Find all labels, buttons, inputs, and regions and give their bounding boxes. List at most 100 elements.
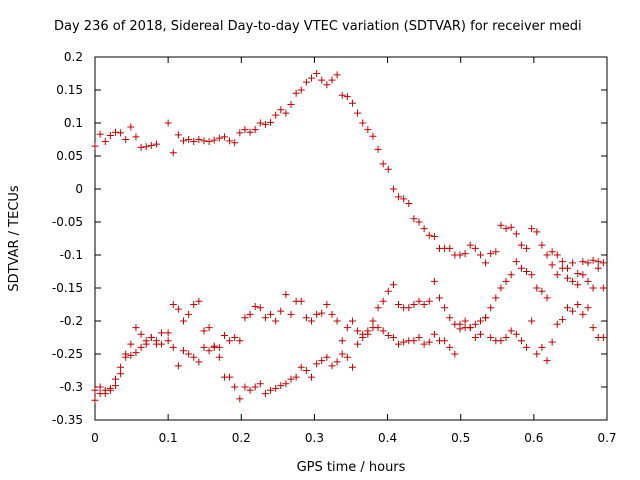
data-point: [328, 310, 336, 318]
series-series-3: [91, 301, 607, 404]
data-point: [91, 142, 99, 150]
data-point: [589, 256, 597, 264]
data-point: [523, 244, 531, 252]
data-point: [190, 301, 198, 308]
data-point: [348, 99, 356, 107]
data-point: [430, 277, 438, 285]
data-point: [456, 325, 464, 333]
data-point: [328, 76, 336, 84]
data-point: [584, 304, 592, 312]
data-point: [323, 301, 331, 308]
data-point: [599, 259, 607, 267]
data-point: [142, 337, 150, 345]
y-tick-label: 0.05: [56, 149, 83, 163]
data-point: [215, 353, 223, 361]
data-point: [446, 244, 454, 252]
data-point: [420, 225, 428, 233]
data-point: [451, 350, 459, 358]
data-point: [137, 143, 145, 151]
data-point: [425, 297, 433, 305]
data-point: [277, 382, 285, 390]
data-point: [430, 233, 438, 241]
data-point: [277, 106, 285, 114]
data-point: [528, 317, 536, 325]
x-tick-label: 0.5: [451, 431, 470, 445]
data-point: [180, 137, 188, 145]
data-point: [267, 310, 275, 318]
data-point: [137, 343, 145, 351]
data-point: [210, 342, 218, 350]
data-point: [384, 287, 392, 295]
data-point: [384, 165, 392, 173]
data-point: [308, 74, 316, 82]
data-point: [137, 330, 145, 338]
data-point: [471, 334, 479, 341]
data-point: [287, 310, 295, 318]
data-point: [272, 111, 280, 119]
data-point: [374, 324, 382, 332]
data-point: [220, 133, 228, 141]
data-point: [395, 193, 403, 201]
data-point: [354, 109, 362, 117]
data-point: [297, 363, 305, 371]
data-point: [476, 317, 484, 325]
data-point: [313, 70, 321, 77]
data-point: [338, 91, 346, 99]
data-point: [569, 277, 577, 285]
data-point: [523, 343, 531, 351]
data-point: [389, 334, 397, 341]
y-tick-label: -0.2: [60, 314, 83, 328]
data-point: [379, 327, 387, 335]
data-point: [533, 228, 541, 236]
data-point: [292, 89, 300, 97]
data-point: [589, 324, 597, 332]
data-point: [446, 314, 454, 322]
data-point: [584, 277, 592, 285]
data-point: [127, 351, 135, 359]
data-point: [241, 126, 249, 134]
data-point: [569, 307, 577, 315]
data-point: [497, 337, 505, 345]
data-point: [405, 304, 413, 312]
data-point: [180, 317, 188, 325]
data-point: [487, 250, 495, 258]
data-point: [333, 317, 341, 325]
data-point: [256, 304, 264, 312]
data-point: [226, 337, 234, 345]
data-point: [261, 120, 269, 128]
data-point: [523, 268, 531, 275]
plot-frame: [94, 56, 608, 421]
data-point: [517, 264, 525, 272]
data-point: [297, 86, 305, 94]
data-point: [164, 329, 172, 337]
data-point: [466, 324, 474, 332]
data-point: [348, 363, 356, 371]
data-point: [579, 310, 587, 318]
data-point: [256, 119, 264, 127]
data-point: [420, 340, 428, 348]
data-point: [512, 258, 520, 266]
data-point: [579, 258, 587, 266]
data-point: [96, 130, 104, 138]
data-point: [564, 274, 572, 282]
data-point: [338, 350, 346, 358]
data-point: [256, 380, 264, 388]
data-point: [200, 137, 208, 145]
x-tick-label: 0.6: [524, 431, 543, 445]
data-point: [487, 304, 495, 312]
data-point: [236, 395, 244, 403]
data-point: [313, 360, 321, 368]
data-point: [132, 324, 140, 332]
plot-area: [91, 56, 608, 421]
data-point: [569, 259, 577, 267]
data-point: [410, 301, 418, 308]
data-point: [267, 386, 275, 394]
data-point: [425, 231, 433, 239]
data-point: [553, 251, 561, 259]
data-point: [117, 370, 125, 378]
data-point: [251, 126, 259, 134]
data-point: [359, 334, 367, 341]
data-point: [132, 133, 140, 141]
data-point: [174, 305, 182, 313]
data-point: [528, 271, 536, 279]
